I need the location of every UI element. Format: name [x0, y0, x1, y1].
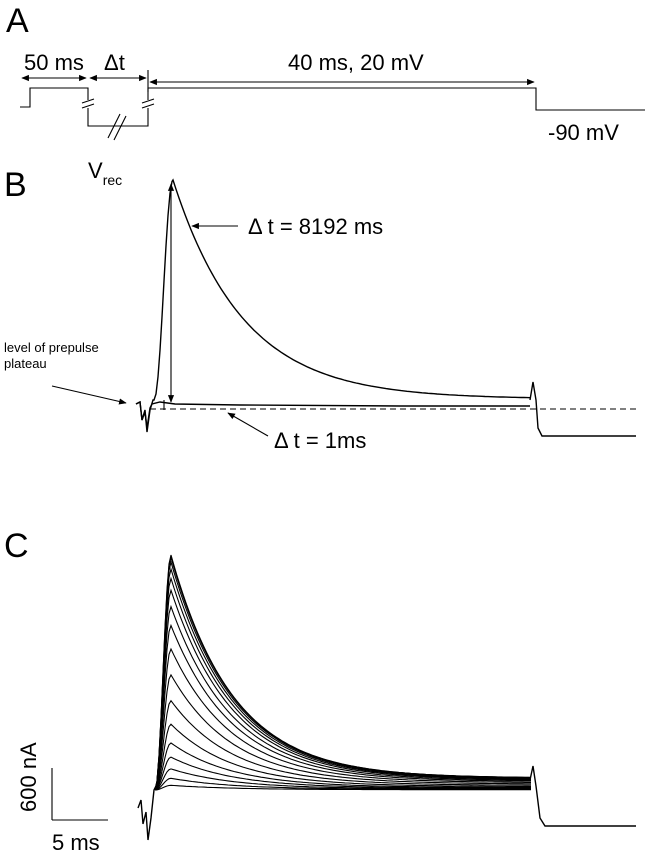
- break-mark-left: [81, 98, 95, 109]
- annotation-8192ms: Δ t = 8192 ms: [248, 214, 383, 239]
- delta-t-label: Δt: [104, 50, 125, 75]
- break-mark-right: [141, 98, 155, 109]
- annotation-1ms: Δ t = 1ms: [274, 428, 366, 453]
- pointer-1ms: [227, 412, 269, 437]
- prepulse-label-line2: plateau: [4, 356, 47, 371]
- scale-label-current: 600 nA: [16, 742, 41, 812]
- break-mark-vrec: [107, 113, 127, 141]
- family-trace: [154, 647, 531, 791]
- trace-1ms: [135, 400, 530, 429]
- scale-label-time: 5 ms: [52, 830, 100, 852]
- trace-8192ms: [135, 178, 531, 433]
- panel-c-label: C: [4, 527, 29, 565]
- family-trace: [154, 756, 531, 791]
- voltage-protocol: [20, 70, 645, 141]
- v-rec-label: Vrec: [88, 158, 122, 188]
- family-trace: [154, 576, 531, 791]
- trace-c-artifact: [137, 785, 157, 841]
- panel-b-label: B: [4, 166, 27, 204]
- trace-c-end-transient: [529, 765, 636, 827]
- holding-potential-label: -90 mV: [548, 120, 619, 145]
- family-trace: [154, 768, 531, 791]
- family-trace: [154, 588, 531, 791]
- family-trace: [154, 673, 531, 791]
- family-trace: [154, 699, 531, 791]
- family-trace: [154, 742, 531, 791]
- prepulse-label-line1: level of prepulse: [4, 340, 99, 355]
- scale-bar: [51, 768, 108, 821]
- current-traces-b: [135, 178, 636, 437]
- family-trace: [154, 723, 532, 791]
- pointer-prepulse: [51, 385, 127, 405]
- duration-50ms-label: 50 ms: [24, 50, 84, 75]
- family-trace: [154, 559, 531, 791]
- family-trace: [154, 554, 531, 791]
- family-trace: [154, 623, 531, 791]
- panel-a-label: A: [6, 2, 29, 40]
- trace-end-transient: [529, 381, 636, 437]
- family-trace: [154, 604, 531, 791]
- family-trace: [154, 566, 531, 791]
- duration-40ms-label: 40 ms, 20 mV: [288, 50, 424, 75]
- current-family-c: [154, 554, 532, 791]
